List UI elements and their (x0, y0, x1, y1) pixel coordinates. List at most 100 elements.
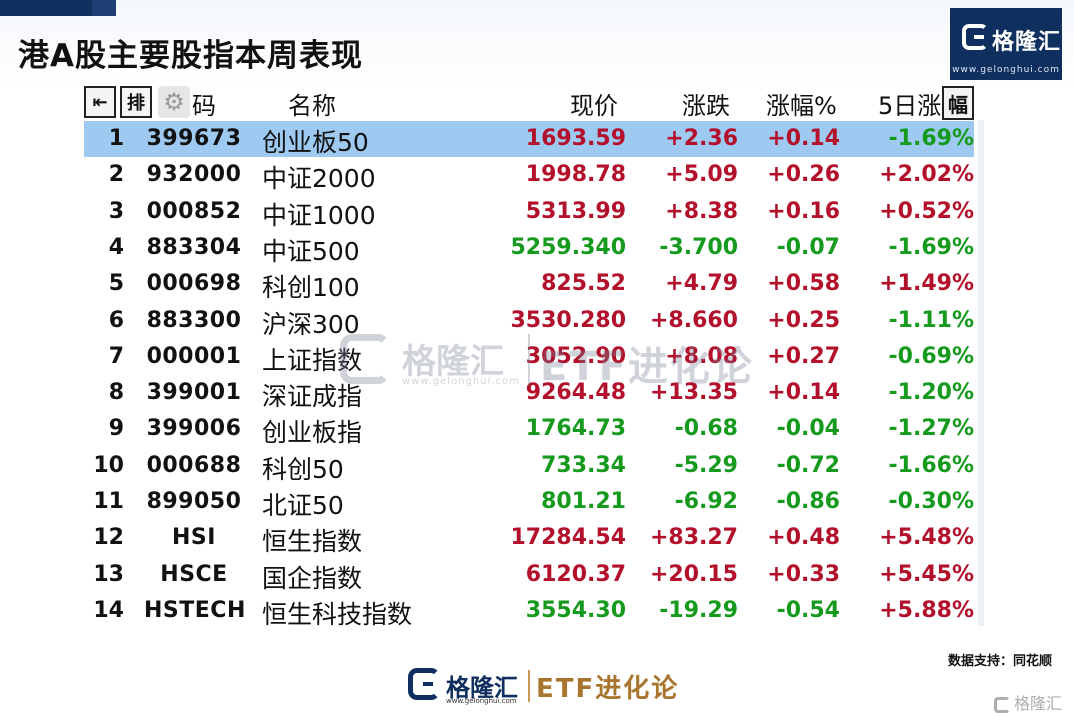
sort-button[interactable]: 排 (120, 86, 152, 118)
row-code: 399006 (146, 416, 242, 442)
row-code: 399673 (146, 126, 242, 151)
row-change-pct: +0.26 (767, 162, 840, 188)
row-name: 创业板50 (262, 128, 369, 157)
row-change-pct: -0.54 (776, 597, 840, 623)
table-row[interactable]: 5 000698 科创100 825.52 +4.79 +0.58 +1.49% (84, 266, 974, 302)
row-change: -3.700 (659, 234, 738, 260)
row-name: 中证2000 (262, 164, 376, 194)
row-change: -6.92 (674, 489, 738, 514)
row-number: 7 (108, 343, 124, 369)
row-five-day: +5.88% (879, 597, 974, 623)
row-price: 1764.73 (525, 416, 626, 442)
footer-etf-label: ETF进化论 (536, 674, 680, 704)
header-price[interactable]: 现价 (570, 92, 618, 120)
row-name: 恒生指数 (262, 527, 363, 557)
row-number: 6 (108, 307, 124, 333)
row-code: 883300 (146, 307, 242, 333)
row-name: 中证1000 (262, 200, 376, 230)
row-five-day: +0.52% (879, 198, 974, 224)
corner-watermark: 格隆汇 (994, 690, 1062, 714)
row-price: 3554.30 (525, 597, 626, 623)
corner-watermark-label: 格隆汇 (1014, 694, 1063, 713)
row-change: +8.660 (649, 307, 738, 333)
row-five-day: +1.49% (879, 271, 974, 297)
footer-brand-name: 格隆汇 (446, 674, 518, 702)
table-row[interactable]: 13 HSCE 国企指数 6120.37 +20.15 +0.33 +5.45% (84, 557, 974, 593)
row-number: 5 (108, 271, 124, 297)
table-row[interactable]: 1 399673 创业板50 1693.59 +2.36 +0.14 -1.69% (84, 121, 974, 157)
row-price: 3052.90 (525, 343, 626, 369)
row-number: 9 (108, 416, 124, 442)
scrollbar[interactable] (978, 120, 984, 626)
table-row[interactable]: 3 000852 中证1000 5313.99 +8.38 +0.16 +0.52% (84, 194, 974, 230)
row-price: 3530.280 (510, 307, 626, 333)
table-row[interactable]: 6 883300 沪深300 3530.280 +8.660 +0.25 -1.11% (84, 303, 974, 339)
table-row[interactable]: 10 000688 科创50 733.34 -5.29 -0.72 -1.66% (84, 448, 974, 484)
table-row[interactable]: 8 399001 深证成指 9264.48 +13.35 +0.14 -1.20% (84, 375, 974, 411)
row-change-pct: +0.27 (767, 343, 840, 369)
row-name: 国企指数 (262, 563, 363, 593)
row-five-day: -0.69% (888, 343, 974, 369)
row-change: +4.79 (665, 271, 738, 297)
row-five-day: +5.48% (879, 525, 974, 551)
row-change: +20.15 (649, 561, 738, 587)
quote-table-panel: ⇤ 排 ⚙ 码 名称 现价 涨跌 涨幅% 5日涨 幅 1 399673 创业板50 1… (84, 84, 984, 632)
row-number: 12 (93, 525, 124, 551)
row-number: 1 (108, 126, 124, 151)
row-name: 科创100 (262, 273, 360, 303)
corner-g-icon (994, 696, 1010, 713)
row-price: 5259.340 (510, 234, 626, 260)
table-row[interactable]: 4 883304 中证500 5259.340 -3.700 -0.07 -1.69% (84, 230, 974, 266)
header-end-button[interactable]: 幅 (942, 86, 974, 120)
header-code[interactable]: 码 (192, 92, 216, 120)
row-change-pct: +0.14 (767, 126, 840, 151)
row-change: -5.29 (674, 452, 738, 478)
table-row[interactable]: 7 000001 上证指数 3052.90 +8.08 +0.27 -0.69% (84, 339, 974, 375)
header-name[interactable]: 名称 (288, 92, 336, 120)
row-five-day: -1.66% (888, 452, 974, 478)
brand-g-icon (962, 24, 988, 50)
table-row[interactable]: 14 HSTECH 恒生科技指数 3554.30 -19.29 -0.54 +5.88% (84, 593, 974, 629)
row-number: 13 (93, 561, 124, 587)
row-five-day: +2.02% (879, 162, 974, 188)
row-five-day: -1.27% (888, 416, 974, 442)
row-price: 5313.99 (525, 198, 626, 224)
page-title: 港A股主要股指本周表现 (18, 38, 363, 74)
row-change: -19.29 (659, 597, 738, 623)
row-code: HSTECH (144, 597, 246, 623)
row-name: 恒生科技指数 (262, 599, 413, 629)
row-five-day: -0.30% (888, 489, 974, 514)
row-change-pct: +0.33 (767, 561, 840, 587)
row-number: 10 (93, 452, 124, 478)
row-change-pct: +0.58 (767, 271, 840, 297)
row-change: +8.08 (665, 343, 738, 369)
row-five-day: -1.69% (888, 126, 974, 151)
table-header: ⇤ 排 ⚙ 码 名称 现价 涨跌 涨幅% 5日涨 幅 (84, 84, 984, 120)
table-row[interactable]: 12 HSI 恒生指数 17284.54 +83.27 +0.48 +5.48% (84, 520, 974, 556)
footer-brand: 格隆汇 www.gelonghui.com ETF进化论 (408, 666, 698, 706)
data-source-label: 数据支持：同花顺 (948, 654, 1053, 669)
header-change[interactable]: 涨跌 (682, 92, 730, 120)
table-row[interactable]: 11 899050 北证50 801.21 -6.92 -0.86 -0.30% (84, 484, 974, 520)
row-change: +5.09 (665, 162, 738, 188)
brand-name: 格隆汇 (992, 30, 1062, 55)
footer-divider (528, 670, 530, 702)
gear-icon[interactable]: ⚙ (158, 86, 190, 118)
row-number: 3 (108, 198, 124, 224)
header-change-pct[interactable]: 涨幅% (766, 92, 837, 120)
row-price: 9264.48 (525, 380, 626, 406)
row-name: 北证50 (262, 491, 344, 520)
row-name: 深证成指 (262, 382, 363, 412)
table-row[interactable]: 2 932000 中证2000 1998.78 +5.09 +0.26 +2.02% (84, 157, 974, 193)
row-name: 创业板指 (262, 418, 363, 448)
row-code: 899050 (146, 489, 242, 514)
back-arrow-icon[interactable]: ⇤ (84, 86, 116, 118)
header-five-day[interactable]: 5日涨 (878, 92, 942, 120)
row-number: 11 (93, 489, 124, 514)
row-number: 2 (108, 162, 124, 188)
row-name: 中证500 (262, 236, 360, 266)
row-change-pct: -0.72 (776, 452, 840, 478)
row-code: 399001 (146, 380, 242, 406)
row-price: 6120.37 (525, 561, 626, 587)
table-row[interactable]: 9 399006 创业板指 1764.73 -0.68 -0.04 -1.27% (84, 411, 974, 447)
